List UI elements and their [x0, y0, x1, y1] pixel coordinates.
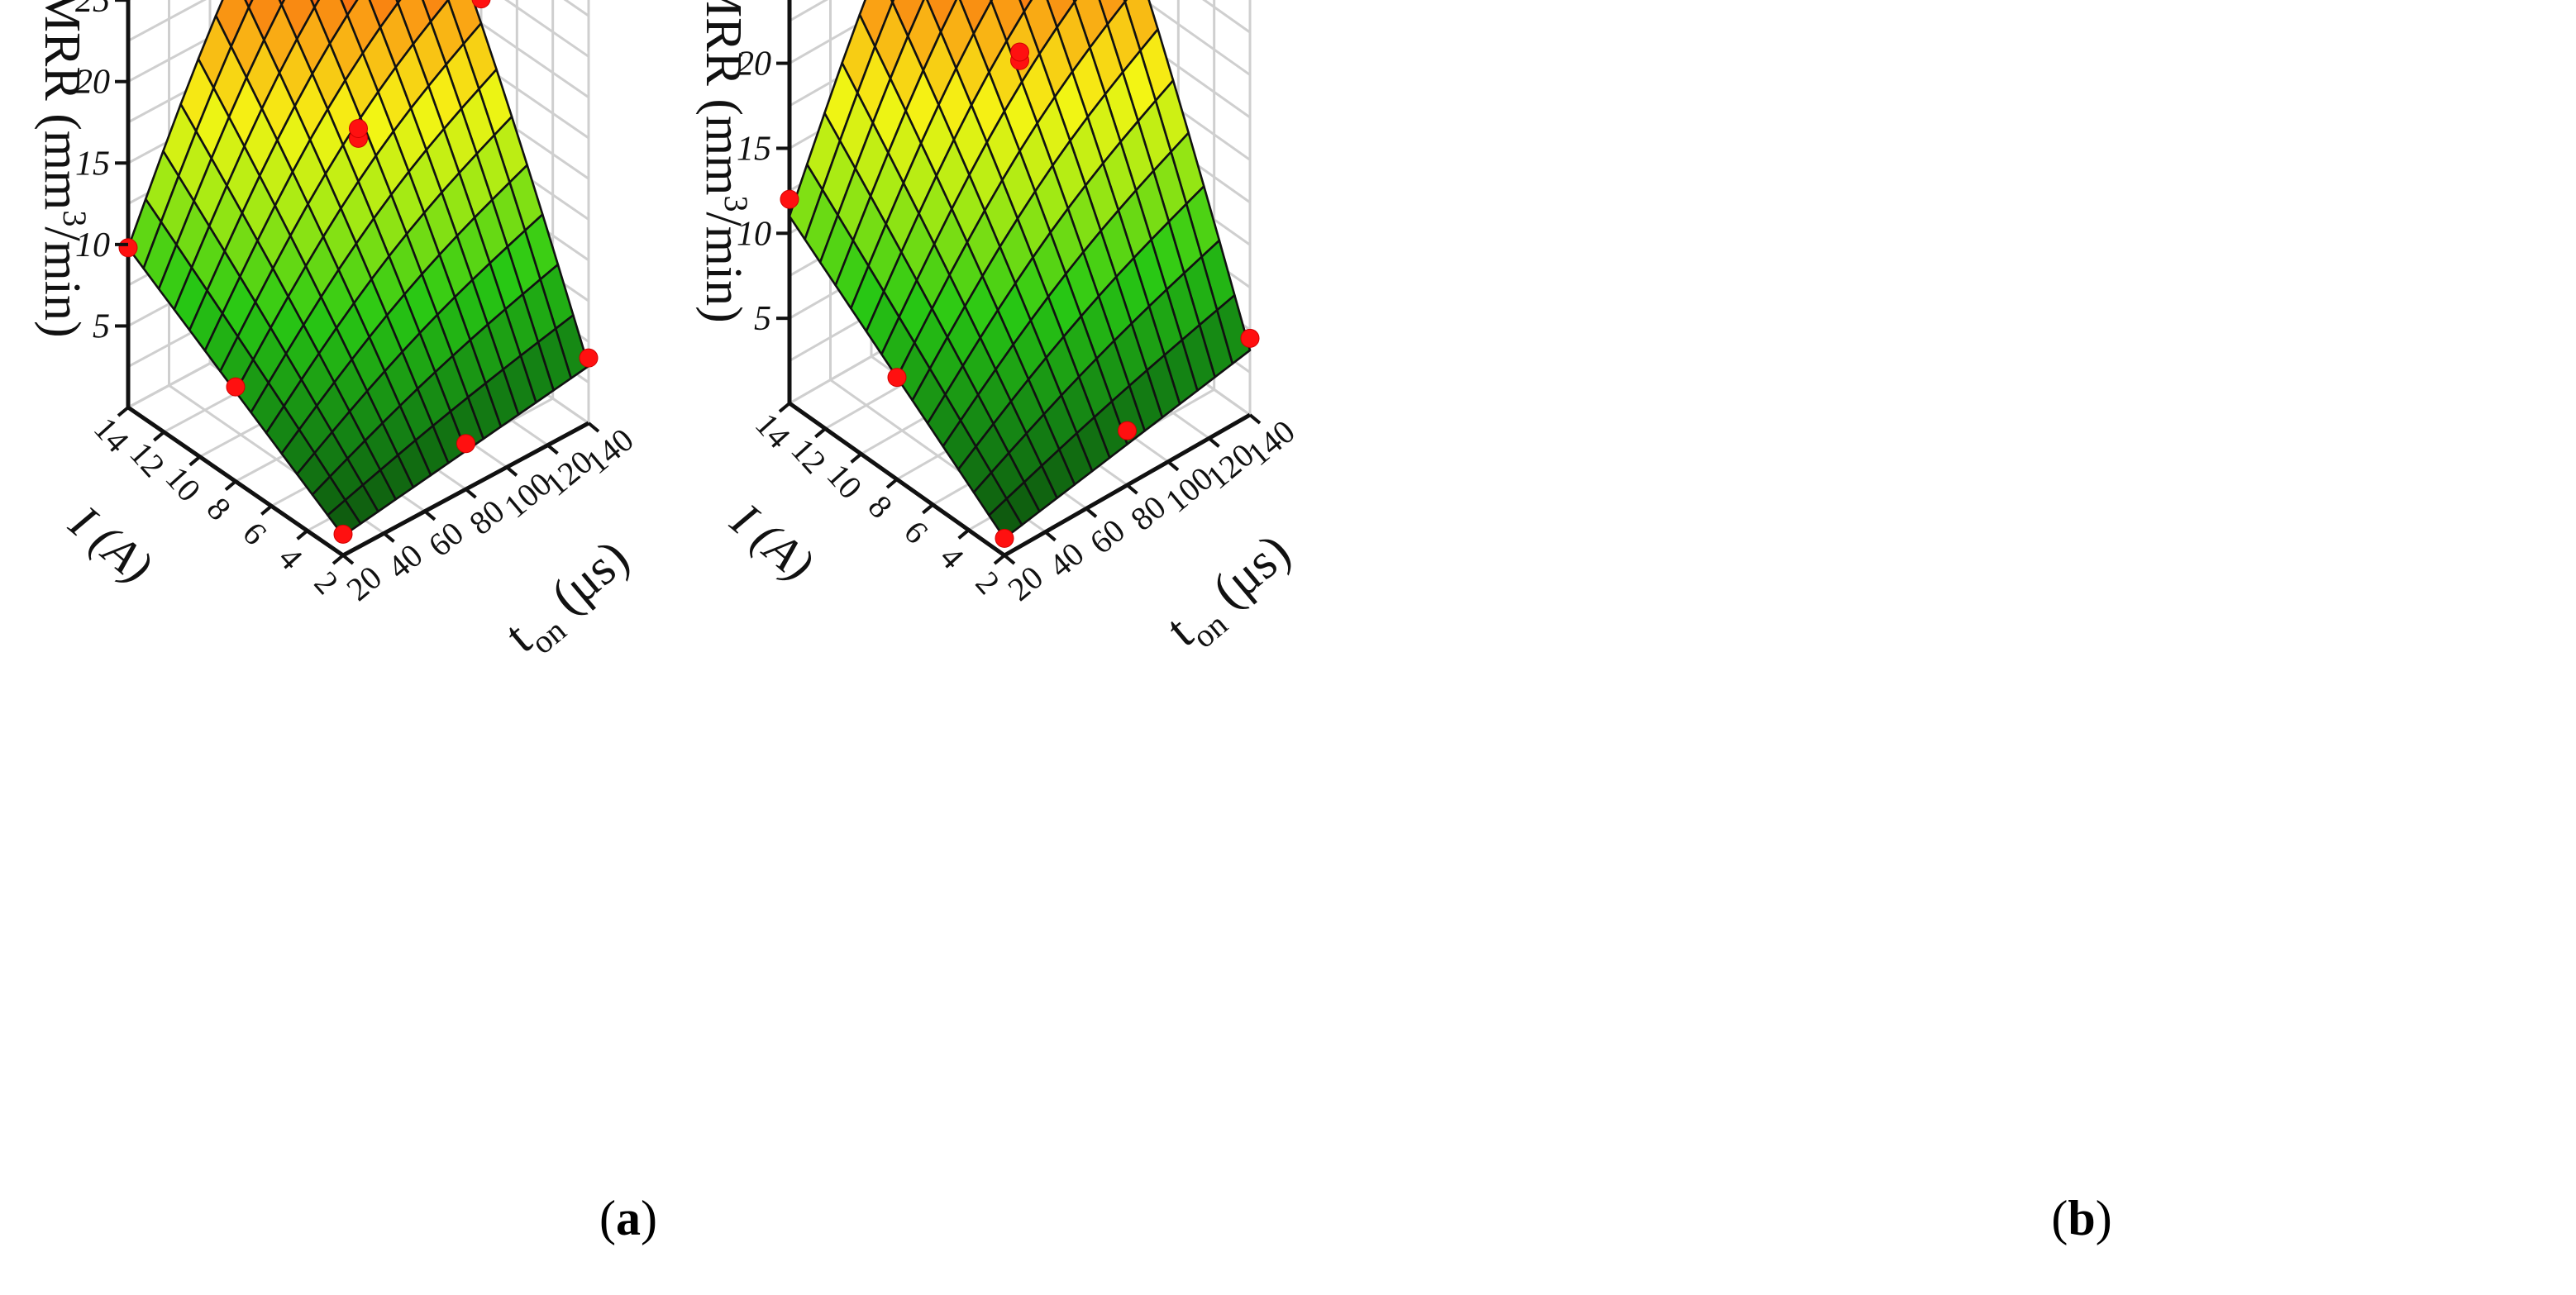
y-tick	[224, 479, 237, 492]
y-tick	[296, 529, 308, 540]
x-tick	[423, 510, 436, 521]
z-axis-title-main: MRR (mm	[34, 0, 90, 210]
y-tick-label: 14	[748, 406, 798, 455]
z-tick-label: 20	[737, 45, 771, 83]
x-tick	[1085, 507, 1098, 518]
z-tick-label: 10	[75, 226, 110, 264]
x-tick-label: 20	[340, 559, 389, 608]
x-tick	[341, 554, 355, 565]
y-tick-label: 10	[820, 456, 870, 506]
y-tick	[260, 504, 273, 516]
y-tick-label: 8	[200, 490, 239, 527]
data-point	[995, 528, 1014, 548]
z-axis-title-sup: 3	[56, 210, 93, 226]
y-tick-label: 12	[122, 435, 172, 484]
x-tick	[587, 421, 600, 433]
z-axis-title: MRR (mm3/min)	[695, 0, 755, 323]
chart-panel-b: 51015202530204060801001201402468101214MR…	[695, 0, 2576, 1295]
z-tick-label: 15	[737, 130, 771, 168]
y-tick-label: 14	[87, 410, 136, 459]
z-tick-label: 15	[75, 145, 110, 183]
x-tick	[383, 531, 395, 543]
x-tick	[1166, 460, 1180, 472]
y-axis-title: I (A)	[721, 493, 824, 592]
x-axis-title: ton (μs)	[494, 529, 645, 670]
y-tick	[957, 528, 970, 540]
data-point	[780, 189, 799, 209]
x-tick	[505, 465, 518, 477]
z-tick-label: 20	[75, 64, 110, 102]
grid-line	[127, 0, 589, 58]
y-tick	[814, 427, 827, 439]
y-tick	[188, 455, 201, 467]
surface	[788, 0, 1252, 540]
data-point	[1240, 328, 1260, 348]
y-tick	[885, 478, 899, 489]
x-tick	[1044, 531, 1057, 542]
x-tick-label: 40	[1042, 535, 1091, 584]
z-axis-title: MRR (mm3/min)	[34, 0, 93, 338]
caption-a: (a)	[599, 1191, 657, 1245]
data-points	[780, 42, 1260, 548]
x-tick-label: 60	[1083, 512, 1133, 561]
y-tick	[117, 406, 130, 417]
z-tick-label: 5	[93, 307, 110, 345]
data-point	[1010, 42, 1029, 62]
y-tick	[922, 503, 934, 515]
y-tick	[993, 554, 1006, 565]
x-tick	[1003, 554, 1016, 565]
x-tick	[1248, 413, 1262, 425]
data-point	[887, 368, 907, 388]
z-axis-title-tail: /min)	[695, 212, 751, 322]
y-axis-title: I (A)	[60, 494, 163, 593]
y-tick	[850, 452, 862, 464]
y-tick-label: 6	[897, 513, 936, 550]
data-point	[333, 524, 353, 544]
z-axis-title-tail: /min)	[34, 226, 90, 337]
x-tick-label: 40	[380, 536, 430, 586]
x-tick	[465, 488, 477, 499]
surface-patch	[327, 498, 362, 537]
data-point	[118, 238, 138, 258]
data-point	[579, 348, 599, 368]
x-tick	[1208, 436, 1220, 448]
data-point	[456, 434, 475, 454]
y-tick-label: 10	[159, 459, 208, 509]
z-axis-title-sup: 3	[718, 195, 755, 212]
data-point	[349, 119, 368, 139]
y-tick-label: 12	[784, 431, 833, 481]
y-tick	[332, 554, 345, 565]
z-tick-label: 5	[754, 300, 771, 338]
data-point	[471, 0, 491, 9]
surface-chart-b: 51015202530204060801001201402468101214MR…	[695, 0, 1306, 664]
y-tick-label: 6	[236, 515, 274, 552]
data-point	[226, 377, 246, 397]
z-tick-label: 25	[75, 0, 110, 20]
y-tick-label: 8	[861, 488, 900, 525]
data-point	[1118, 421, 1137, 440]
z-tick-label: 10	[737, 215, 771, 253]
surface-patch	[340, 0, 359, 17]
y-tick	[778, 402, 791, 413]
x-tick	[1126, 483, 1138, 495]
chart-panel-a: 51015202530204060801001201402468101214MR…	[34, 0, 657, 1245]
y-tick	[153, 431, 165, 442]
surface-chart-a: 51015202530204060801001201402468101214MR…	[34, 0, 645, 670]
y-tick-label: 2	[308, 564, 346, 601]
x-axis-title: ton (μs)	[1156, 523, 1306, 664]
y-tick-label: 2	[969, 564, 1008, 601]
y-tick-label: 4	[271, 540, 310, 577]
y-tick-label: 4	[933, 539, 971, 576]
x-tick-label: 60	[422, 514, 471, 564]
surface-patch	[988, 498, 1023, 540]
z-axis-title-main: MRR (mm	[695, 0, 751, 195]
x-tick	[546, 444, 559, 455]
caption-b: (b)	[2051, 1191, 2112, 1245]
x-tick-label: 20	[1001, 559, 1051, 608]
